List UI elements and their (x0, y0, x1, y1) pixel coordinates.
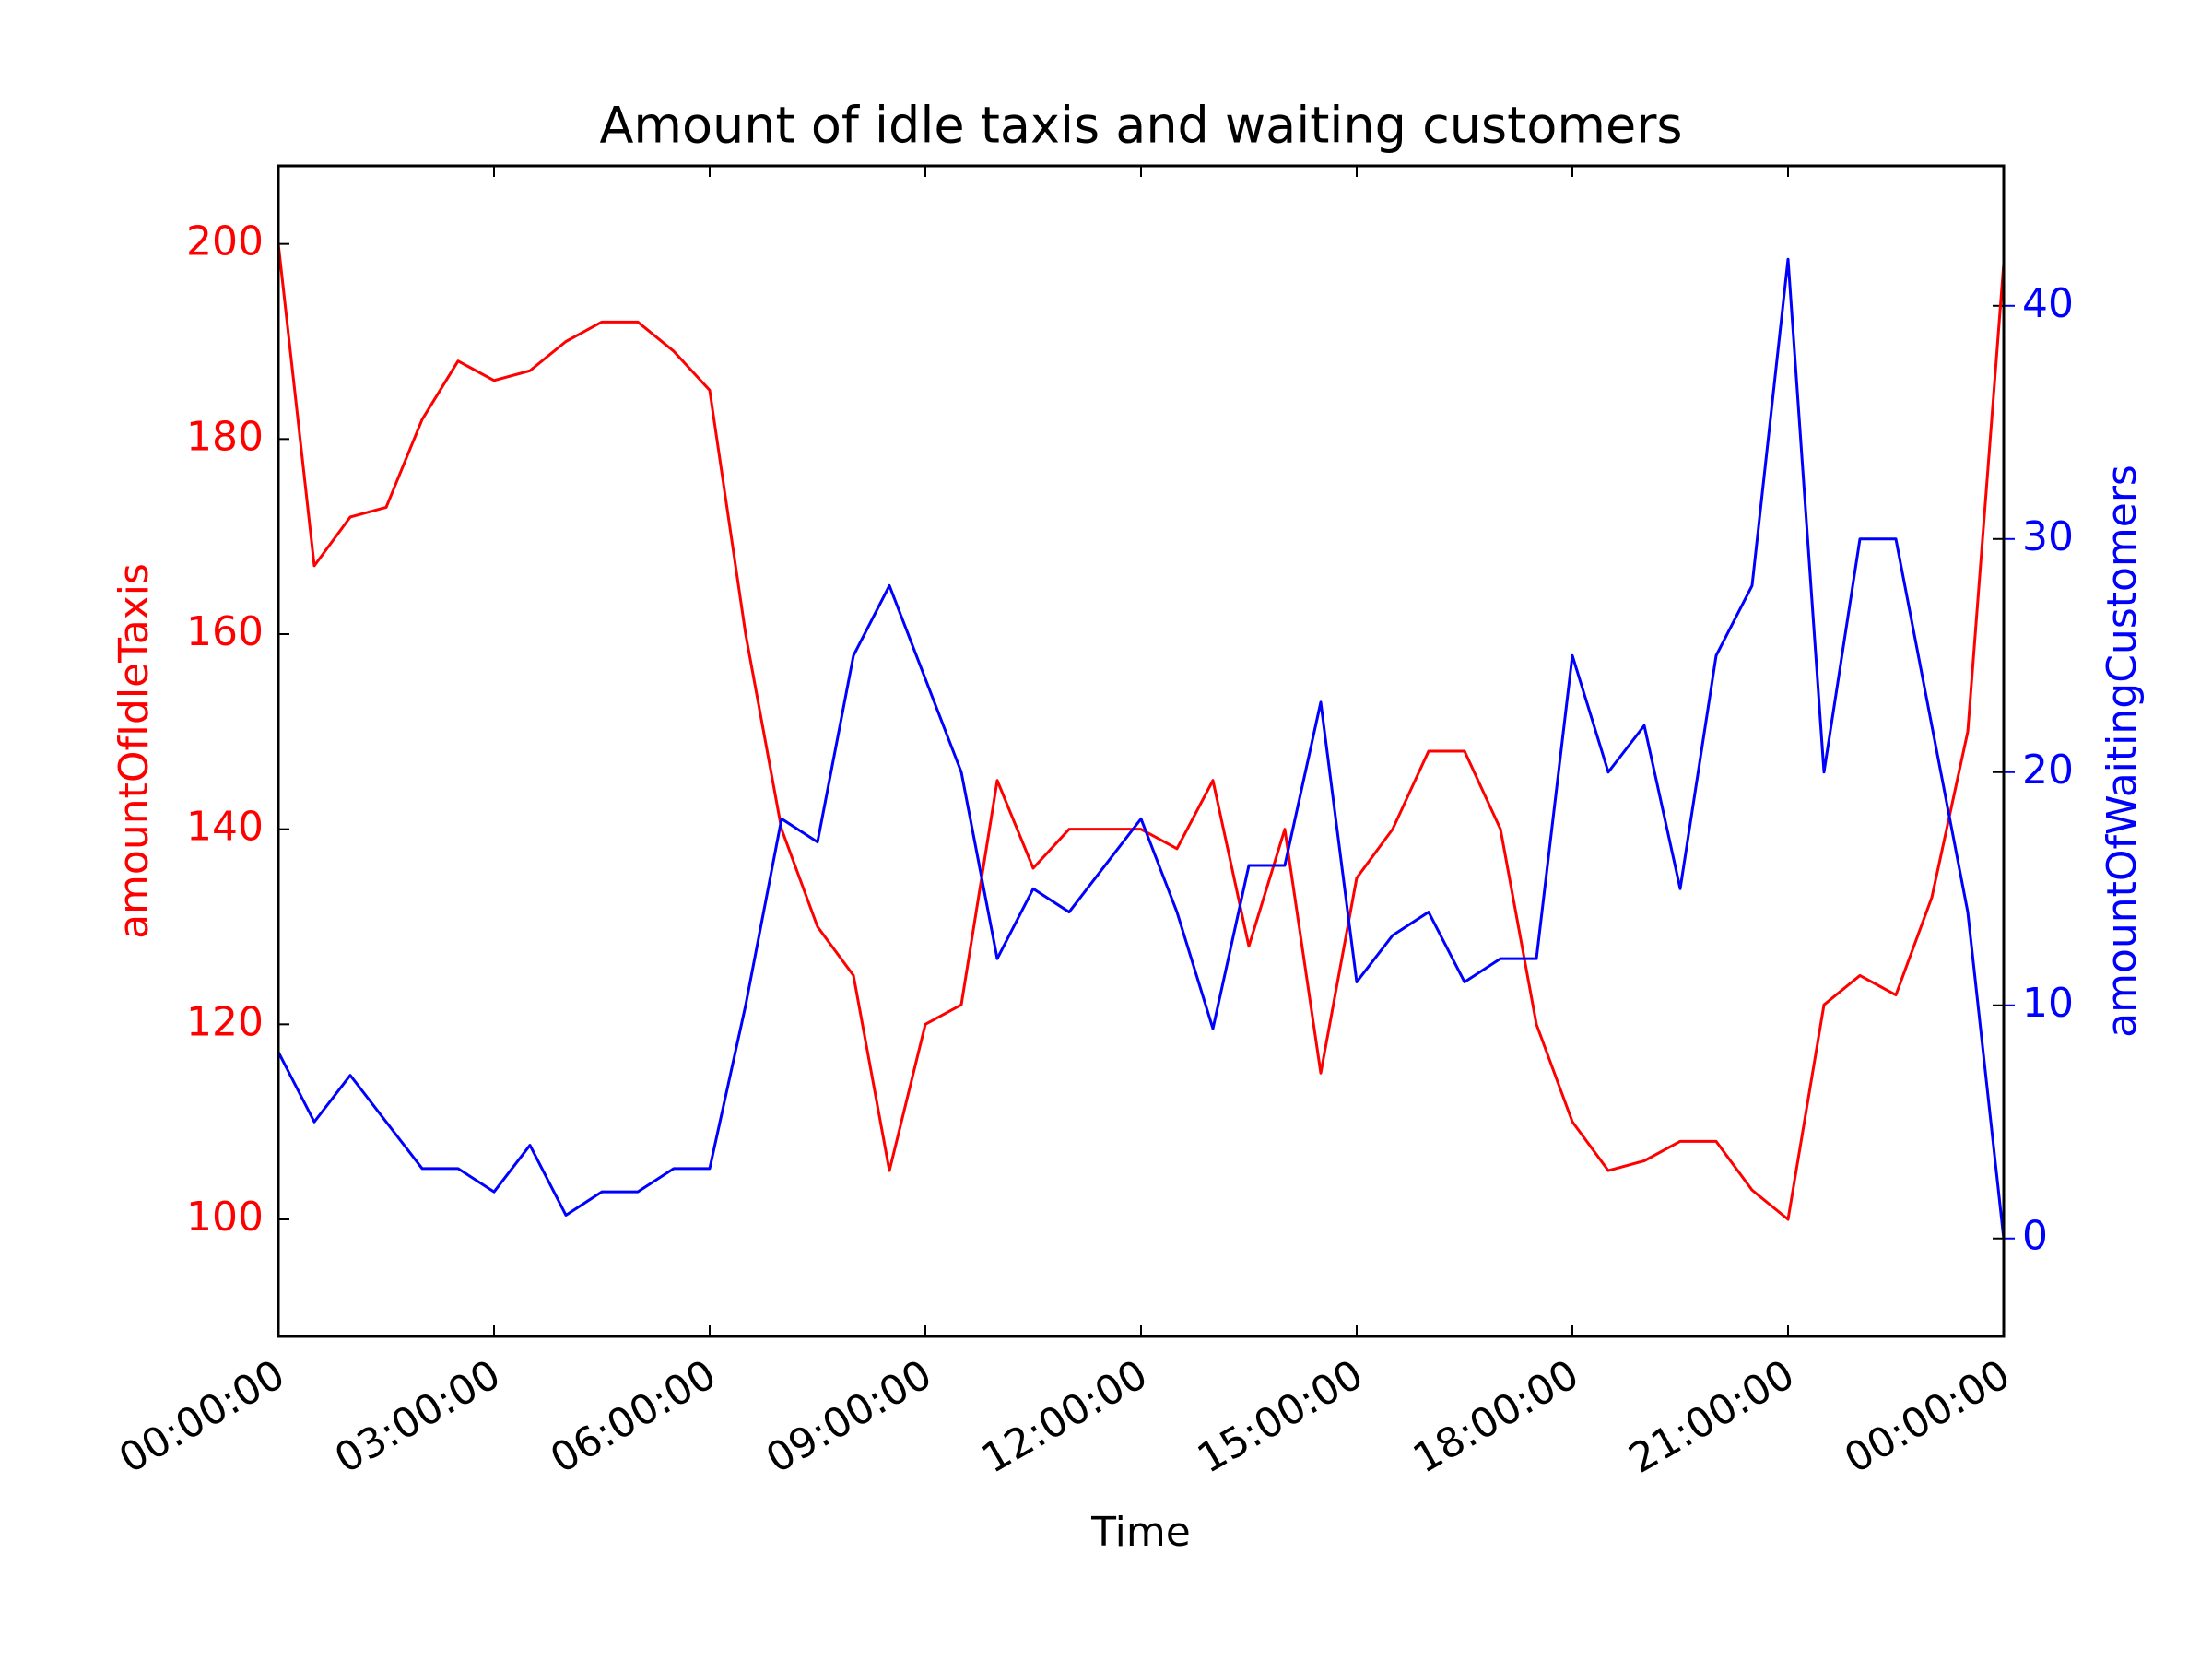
data-line (276, 243, 2006, 1221)
x-tick-label: 21:00:00 (1621, 1351, 1803, 1483)
y2-tick-label: 0 (2022, 1213, 2048, 1260)
y-tick-label: 100 (186, 1194, 264, 1241)
y-tick-label: 140 (186, 804, 264, 851)
plot-frame (276, 164, 2006, 1338)
data-line (276, 257, 2006, 1239)
x-tick-label: 00:00:00 (112, 1351, 293, 1483)
y-tick-label: 120 (186, 998, 264, 1045)
y2-tick-label: 20 (2022, 747, 2074, 794)
x-tick-label: 09:00:00 (759, 1351, 940, 1483)
y-axis-label: amountOfIdleTaxis (111, 563, 158, 939)
y-tick-label: 160 (186, 608, 264, 655)
y-tick-label: 180 (186, 413, 264, 460)
x-axis-label: Time (1090, 1509, 1191, 1556)
x-tick-label: 06:00:00 (543, 1351, 724, 1483)
x-tick-label: 15:00:00 (1190, 1351, 1371, 1483)
y2-tick-label: 30 (2022, 513, 2074, 560)
y2-tick-label: 10 (2022, 980, 2074, 1027)
y2-axis-label: amountOfWaitingCustomers (2099, 465, 2146, 1038)
y2-tick-label: 40 (2022, 280, 2074, 327)
chart-title: Amount of idle taxis and waiting custome… (599, 97, 1682, 155)
x-tick-label: 03:00:00 (327, 1351, 509, 1483)
y-tick-label: 200 (186, 218, 264, 265)
x-tick-label: 12:00:00 (974, 1351, 1156, 1483)
x-tick-label: 00:00:00 (1837, 1351, 2018, 1483)
x-tick-label: 18:00:00 (1406, 1351, 1587, 1483)
